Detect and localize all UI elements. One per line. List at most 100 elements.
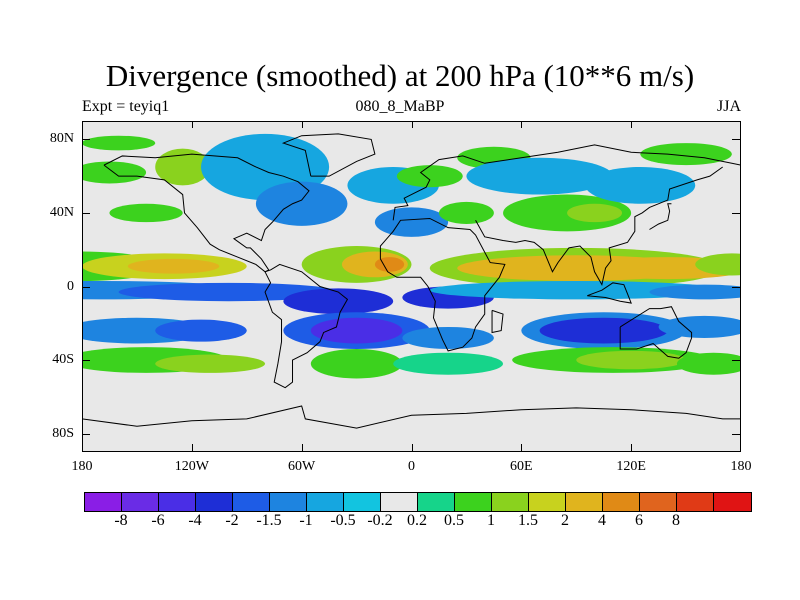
divergence-blob [155,148,211,186]
colorbar-label: -1.5 [256,512,282,529]
lon-tick-mark [191,121,193,128]
experiment-label: Expt = teyiq1 [82,98,170,115]
lon-tick-mark [191,444,193,451]
convergence-blob [649,284,741,300]
lon-tick-label: 60E [510,459,533,474]
colorbar [84,492,752,512]
convergence-blob [402,326,494,350]
colorbar-swatch [677,493,714,511]
lat-tick-mark [732,139,740,141]
colorbar-swatch [233,493,270,511]
lon-tick-mark [82,121,83,128]
colorbar-label: -2 [225,512,239,529]
lat-tick-mark [82,212,90,214]
colorbar-label: 0.2 [407,512,427,529]
period-label: 080_8_MaBP [355,98,445,115]
lon-tick-mark [411,121,413,128]
coastline-group [82,133,741,429]
colorbar-swatch [566,493,603,511]
convergence-blob [283,288,394,315]
lon-tick-label: 0 [408,459,415,474]
coastline-greenland [281,133,376,177]
colorbar-label: -6 [151,512,165,529]
lat-tick-label: 40S [52,352,74,368]
divergence-blob [576,350,687,370]
lon-tick-mark [631,444,633,451]
convergence-blob [374,207,449,237]
divergence-blob [567,203,623,223]
lat-tick-label: 0 [67,278,74,294]
lat-tick-mark [732,286,740,288]
coastline-indonesia [587,282,632,304]
lon-tick-mark [82,444,83,451]
coastline-south-asia [475,166,723,287]
colorbar-swatch [159,493,196,511]
convergence-blob [429,280,723,300]
divergence-blob [438,201,494,224]
colorbar-swatch [492,493,529,511]
convergence-blob [539,317,668,344]
divergence-map [82,121,741,452]
colorbar-swatch [85,493,122,511]
colorbar-swatch [455,493,492,511]
lon-tick-label: 180 [71,459,93,474]
lat-tick-mark [732,212,740,214]
contour-fill-group [82,133,741,379]
lat-tick-mark [732,360,740,362]
colorbar-label: 8 [672,512,680,529]
divergence-blob [640,143,732,166]
colorbar-swatch [270,493,307,511]
plot-title: Divergence (smoothed) at 200 hPa (10**6 … [105,58,695,93]
colorbar-swatch [714,493,751,511]
colorbar-label: 2 [561,512,569,529]
colorbar-label: -1 [299,512,313,529]
lon-tick-label: 180 [730,459,752,474]
lon-tick-mark [740,121,741,128]
colorbar-swatch [529,493,566,511]
lat-tick-mark [82,360,90,362]
lat-tick-mark [82,139,90,141]
map-panel [82,121,741,452]
convergence-blob [466,157,613,195]
divergence-blob [676,352,741,375]
colorbar-swatch [122,493,159,511]
coastline-africa [379,217,506,352]
divergence-blob [503,194,632,232]
divergence-blob [374,257,405,272]
colorbar-swatch [381,493,418,511]
lon-tick-mark [301,444,303,451]
colorbar-label: -8 [114,512,128,529]
lat-tick-mark [732,433,740,435]
lon-tick-label: 120W [174,459,209,474]
coastline-south-america [264,263,349,389]
colorbar-swatch [603,493,640,511]
colorbar-label: 6 [635,512,643,529]
coastline-eurasia-north [392,144,741,221]
lon-tick-mark [301,121,303,128]
colorbar-swatch [196,493,233,511]
colorbar-swatch [418,493,455,511]
colorbar-label: 1.5 [518,512,538,529]
lat-tick-label: 80S [52,425,74,441]
coastline-north-america [103,153,310,273]
convergence-blob [255,181,348,226]
divergence-blob [396,165,463,188]
colorbar-label: 0.5 [444,512,464,529]
colorbar-label: 4 [598,512,606,529]
lon-tick-mark [631,121,633,128]
divergence-blob [109,203,183,223]
lon-tick-mark [521,121,523,128]
colorbar-swatch [640,493,677,511]
lat-tick-label: 80N [49,131,74,147]
colorbar-swatch [344,493,381,511]
lon-tick-mark [740,444,741,451]
colorbar-label: 1 [487,512,495,529]
coastline-madagascar [491,309,504,334]
divergence-blob [82,135,156,151]
lat-tick-mark [82,286,90,288]
coastline-japan [649,203,672,230]
convergence-blob [155,319,247,342]
lon-tick-label: 120E [616,459,646,474]
lon-tick-mark [411,444,413,451]
divergence-blob [393,352,504,375]
